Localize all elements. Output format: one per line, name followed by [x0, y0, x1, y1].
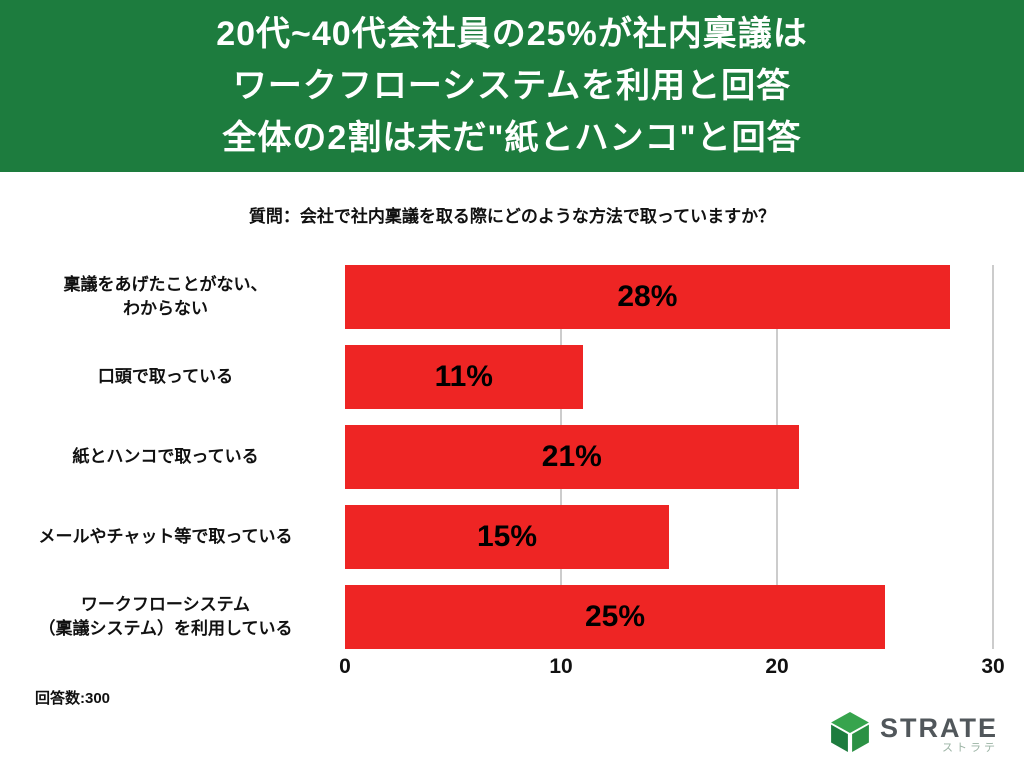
bar-track: 21%: [345, 425, 993, 489]
chart-row: 紙とハンコで取っている 21%: [0, 425, 993, 489]
category-label: メールやチャット等で取っている: [38, 527, 293, 546]
logo-subtext: ストラテ: [942, 741, 998, 754]
x-tick-30: 30: [981, 655, 1005, 678]
bar: 28%: [345, 265, 950, 329]
bar-track: 15%: [345, 505, 993, 569]
category-label: 紙とハンコで取っている: [72, 447, 259, 466]
strate-cube-icon: [829, 711, 871, 758]
bar: 15%: [345, 505, 669, 569]
bar-value-label: 15%: [476, 520, 538, 553]
sample-size-note: 回答数:300: [35, 690, 111, 707]
chart-row: 口頭で取っている 11%: [0, 345, 993, 409]
bar-value-label: 11%: [434, 360, 493, 393]
survey-question: 質問：会社で社内稟議を取る際にどのような方法で取っていますか？: [248, 207, 776, 226]
chart-row: メールやチャット等で取っている 15%: [0, 505, 993, 569]
strate-logo: STRATE ストラテ: [829, 711, 998, 758]
bar-value-label: 21%: [541, 440, 602, 473]
bar-track: 28%: [345, 265, 993, 329]
bar-track: 25%: [345, 585, 993, 649]
title-line-2: ワークフローシステムを利用と回答: [232, 67, 792, 105]
logo-text: STRATE ストラテ: [880, 712, 998, 755]
bar: 11%: [345, 345, 583, 409]
chart-row: ワークフローシステム （稟議システム）を利用している 25%: [0, 585, 993, 649]
x-tick-20: 20: [765, 655, 789, 678]
title-line-1: 20代~40代会社員の25%が社内稟議は: [216, 15, 808, 53]
title-banner: 20代~40代会社員の25%が社内稟議は ワークフローシステムを利用と回答 全体…: [0, 0, 1024, 172]
gridline-30: [992, 265, 994, 649]
category-label: 稟議をあげたことがない、 わからない: [63, 275, 268, 318]
chart-row: 稟議をあげたことがない、 わからない 28%: [0, 265, 993, 329]
category-label: 口頭で取っている: [97, 367, 234, 386]
bar-chart: 稟議をあげたことがない、 わからない 28% 口頭で取っている 11% 紙とハン…: [0, 265, 994, 649]
bar-value-label: 25%: [584, 600, 646, 633]
bar-value-label: 28%: [617, 280, 678, 313]
bar: 25%: [345, 585, 885, 649]
bar: 21%: [345, 425, 799, 489]
x-axis: 0 10 20 30: [339, 649, 1005, 683]
title-line-3: 全体の2割は未だ"紙とハンコ"と回答: [222, 119, 802, 157]
category-label: ワークフローシステム （稟議システム）を利用している: [38, 595, 293, 638]
x-tick-0: 0: [339, 655, 351, 678]
x-tick-10: 10: [549, 655, 573, 678]
bar-track: 11%: [345, 345, 993, 409]
logo-wordmark: STRATE: [880, 712, 998, 743]
